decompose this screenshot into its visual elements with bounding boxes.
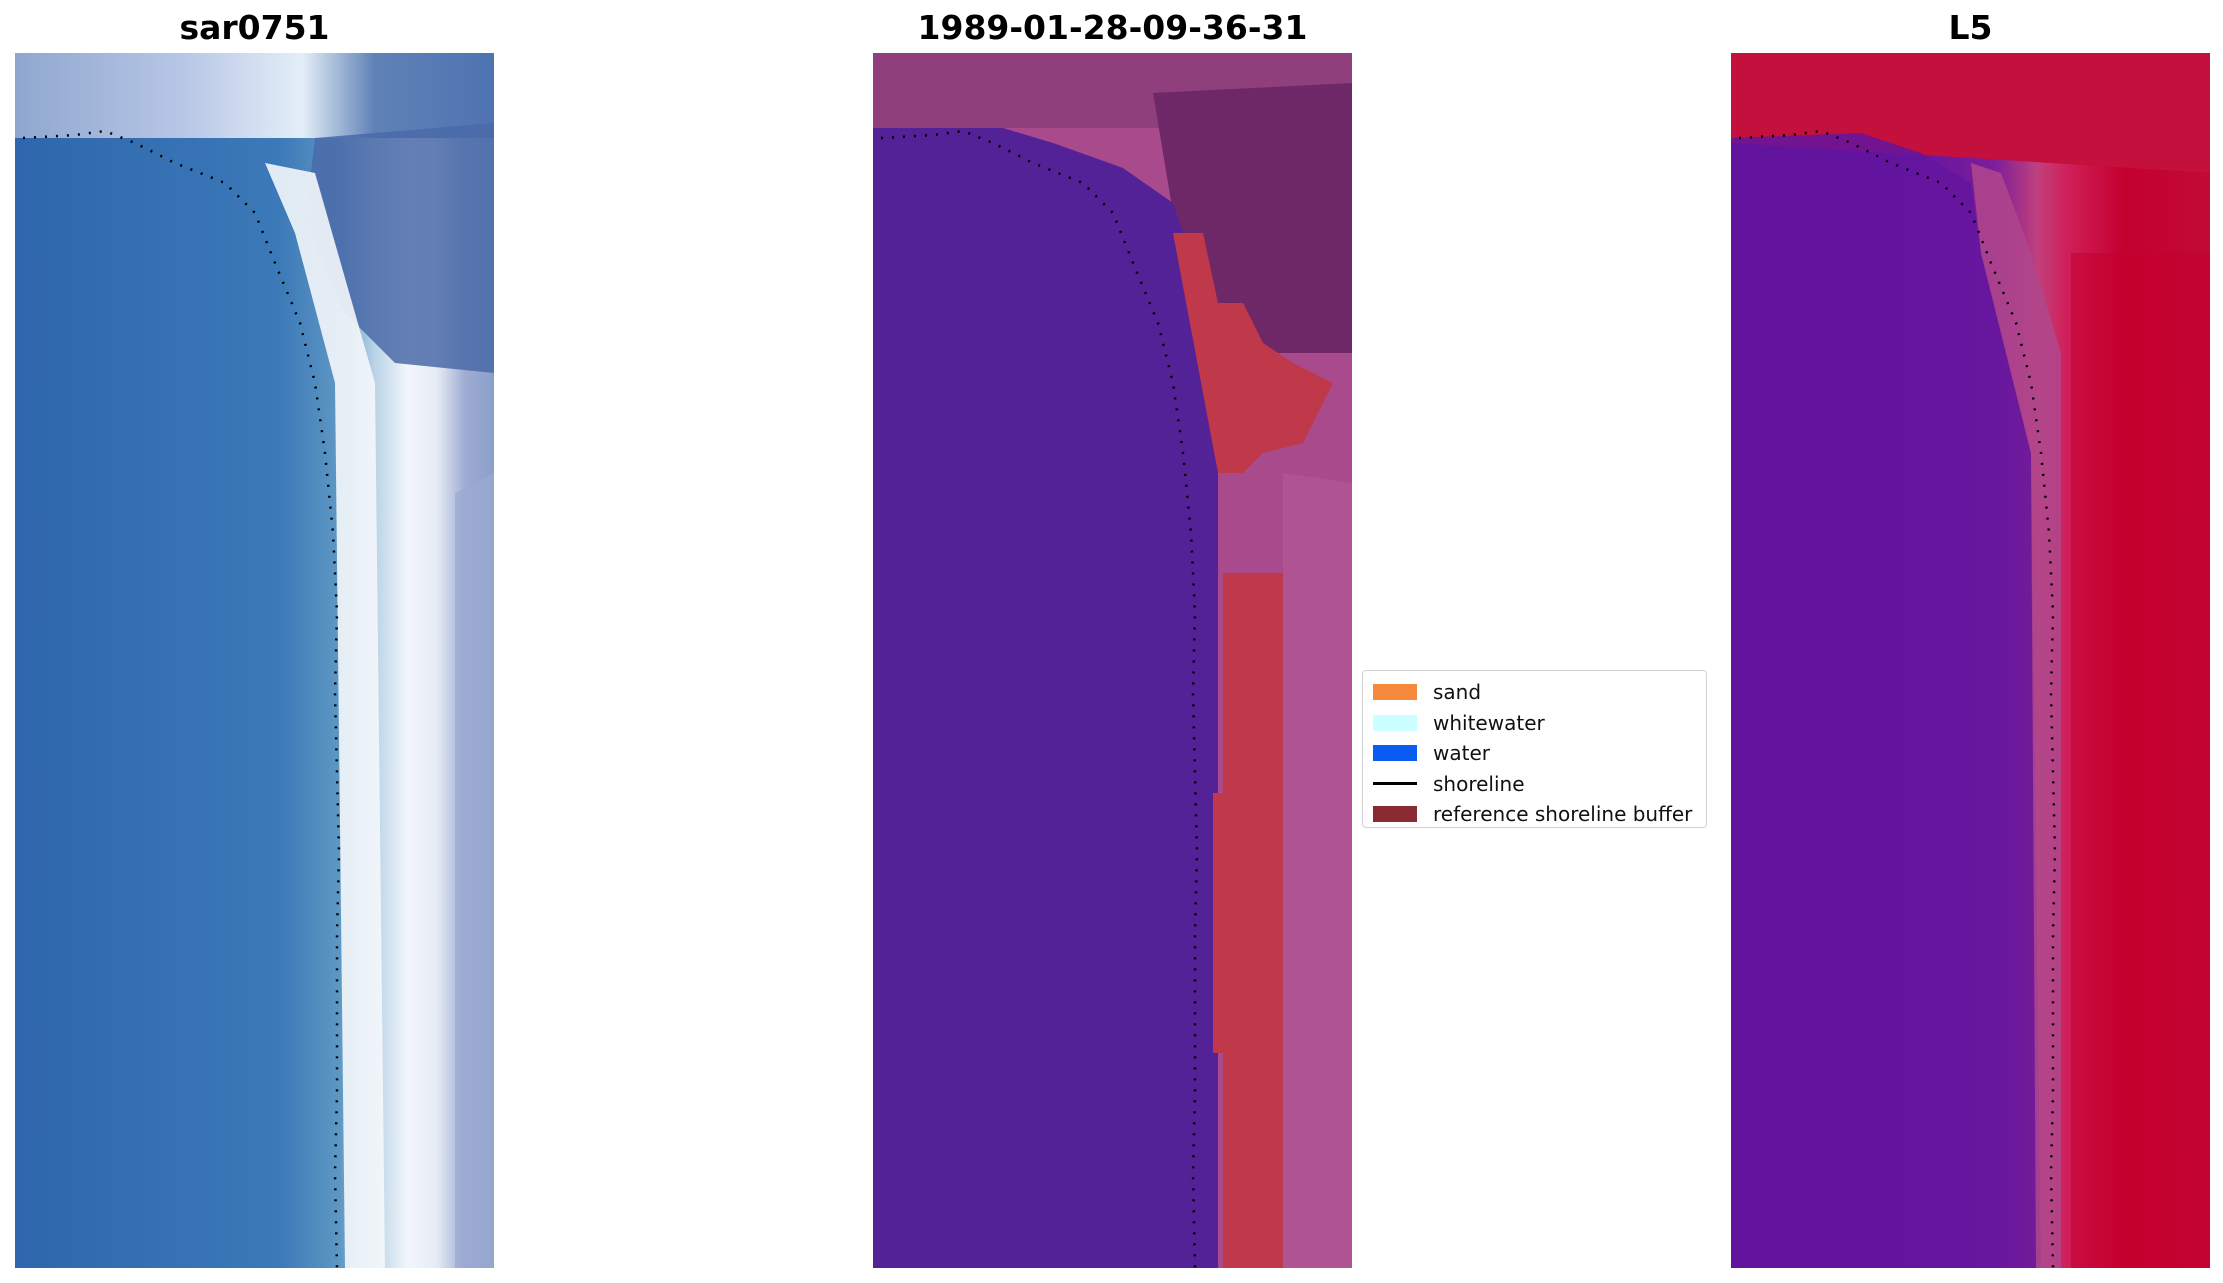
shoreline-trace: [880, 129, 1199, 1268]
sand-swatch: [1373, 684, 1417, 701]
reference-buffer-swatch: [1373, 806, 1417, 823]
rgb-satellite-image: [15, 53, 494, 1268]
legend-item-water: water: [1373, 738, 1696, 769]
legend-label: whitewater: [1433, 710, 1545, 735]
legend-label: water: [1433, 741, 1490, 766]
legend-label: shoreline: [1433, 771, 1525, 796]
legend-item-sand: sand: [1373, 677, 1696, 708]
legend-item-reference-buffer: reference shoreline buffer: [1373, 799, 1696, 830]
panel-title-index: L5: [1948, 8, 1993, 47]
legend-label: sand: [1433, 680, 1482, 705]
classified-image: [873, 53, 1352, 1268]
shoreline-trace: [1738, 129, 2057, 1268]
whitewater-swatch: [1373, 714, 1417, 731]
panel-title-classified: 1989-01-28-09-36-31: [917, 8, 1308, 47]
legend: sand whitewater water shoreline referenc…: [1362, 670, 1707, 828]
legend-label: reference shoreline buffer: [1433, 802, 1693, 827]
water-swatch: [1373, 745, 1417, 762]
panel-title-rgb: sar0751: [179, 8, 330, 47]
shoreline-line-marker: [1373, 782, 1417, 786]
shoreline-trace: [22, 129, 341, 1268]
index-image: [1731, 53, 2210, 1268]
legend-item-whitewater: whitewater: [1373, 708, 1696, 739]
legend-item-shoreline: shoreline: [1373, 769, 1696, 800]
